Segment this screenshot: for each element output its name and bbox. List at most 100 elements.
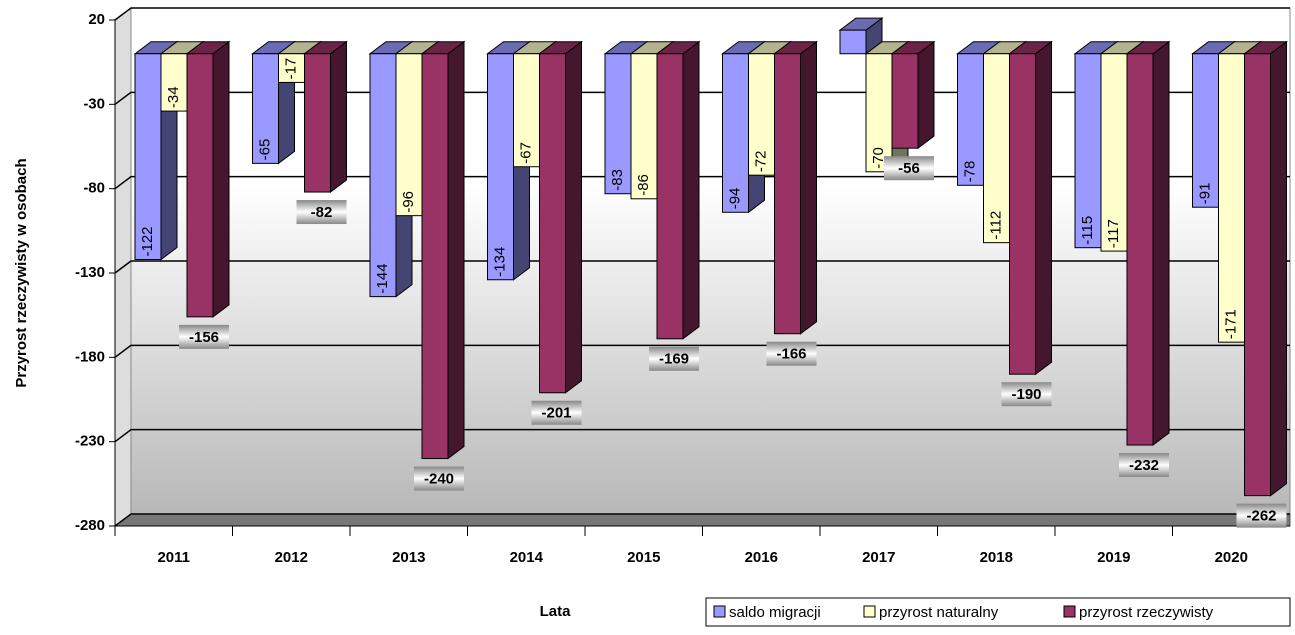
bar-front [369, 53, 397, 298]
bar [1125, 40, 1171, 447]
bar [655, 40, 701, 340]
bar-front [957, 53, 984, 186]
value-label: -67 [517, 142, 534, 164]
value-label: -262 [1246, 508, 1276, 525]
value-label-box [766, 341, 817, 366]
grid-line [114, 7, 1290, 21]
value-label: -86 [635, 174, 652, 196]
x-tick-label: 2013 [392, 549, 425, 566]
value-label-box [414, 466, 464, 491]
value-label: -72 [752, 150, 769, 172]
bar-side [565, 40, 582, 394]
value-label: -169 [659, 351, 689, 368]
bar-front [839, 29, 867, 55]
bar-front [160, 53, 188, 112]
legend-swatch [863, 605, 876, 618]
legend-label: przyrost naturalny [879, 604, 999, 621]
value-label: -240 [424, 471, 454, 488]
grid-line [114, 344, 1290, 358]
value-label: -82 [311, 204, 333, 221]
bar-front [983, 53, 1010, 244]
value-label: -17 [282, 58, 299, 80]
bar-front [722, 53, 749, 213]
bar [838, 17, 884, 55]
value-label: -166 [776, 346, 806, 363]
bar-front [134, 53, 162, 261]
y-axis-label: Przyrost rzeczywisty w osobach [13, 158, 30, 387]
bar-front [604, 53, 632, 195]
value-label: -122 [139, 226, 156, 256]
x-tick-label: 2018 [980, 549, 1013, 566]
bar-front [278, 53, 305, 83]
bar-side [917, 40, 935, 150]
bar [420, 40, 466, 460]
bar-front [656, 53, 684, 340]
bar-side [800, 40, 817, 335]
bar-front [304, 53, 331, 193]
y-tick-label: 20 [88, 11, 105, 28]
value-label-box [649, 346, 699, 371]
bar [538, 40, 583, 394]
value-label: -232 [1129, 457, 1159, 474]
bar [890, 40, 936, 150]
bar-front [421, 53, 449, 460]
grid-line [114, 513, 1290, 527]
value-label: -190 [1011, 386, 1041, 403]
bar-front [539, 53, 566, 394]
value-label: -144 [374, 264, 391, 294]
value-label-box [884, 156, 934, 181]
grid-line [114, 260, 1290, 274]
value-label: -94 [726, 188, 743, 210]
value-label: -70 [870, 147, 887, 169]
legend-label: przyrost rzeczywisty [1079, 604, 1214, 621]
y-tick-label: -80 [83, 180, 105, 197]
value-label: -112 [987, 211, 1004, 240]
bar-side [212, 40, 230, 318]
value-label: -56 [898, 160, 920, 177]
value-label-box [1236, 503, 1287, 528]
x-axis-label: Lata [540, 603, 572, 620]
value-label: -34 [165, 86, 182, 108]
y-tick-label: -130 [75, 264, 105, 281]
bar-side [1270, 40, 1287, 497]
bar [773, 40, 818, 335]
x-tick-label: 2012 [275, 549, 308, 566]
legend-box [705, 597, 1291, 627]
y-tick-label: -230 [75, 433, 105, 450]
bar-side [682, 40, 700, 340]
bar-front [891, 53, 919, 149]
value-label: -78 [961, 161, 978, 183]
y-tick-label: -30 [83, 95, 105, 112]
x-tick-label: 2014 [510, 549, 544, 566]
value-label: -171 [1222, 309, 1239, 339]
bar-side [1035, 40, 1052, 376]
value-label: -115 [1079, 216, 1096, 245]
bar-front [630, 53, 658, 200]
y-tick-label: -180 [75, 348, 105, 365]
bar-side [1152, 40, 1170, 447]
value-label: -83 [609, 169, 626, 191]
bar-front [252, 53, 279, 164]
x-tick-label: 2016 [745, 549, 778, 566]
value-label-box [531, 400, 582, 425]
value-label: -156 [189, 329, 219, 346]
value-label: -134 [491, 247, 508, 277]
x-tick-label: 2011 [157, 549, 190, 566]
grid-line [114, 428, 1290, 443]
x-tick-label: 2019 [1097, 549, 1130, 566]
value-label-box [296, 200, 347, 225]
bar-front [1192, 53, 1219, 208]
bar-front [1100, 53, 1128, 252]
value-label: -91 [1196, 183, 1213, 205]
y-tick-label: -280 [75, 517, 105, 534]
bar-front [513, 53, 540, 168]
bar-front [1218, 53, 1245, 343]
value-label-box [1001, 382, 1052, 407]
value-label: -65 [256, 139, 273, 161]
bar-front [1244, 53, 1271, 497]
legend-swatch [1063, 605, 1076, 618]
bar [1243, 40, 1288, 497]
bar-front [487, 53, 514, 281]
value-label-box [1119, 453, 1169, 478]
